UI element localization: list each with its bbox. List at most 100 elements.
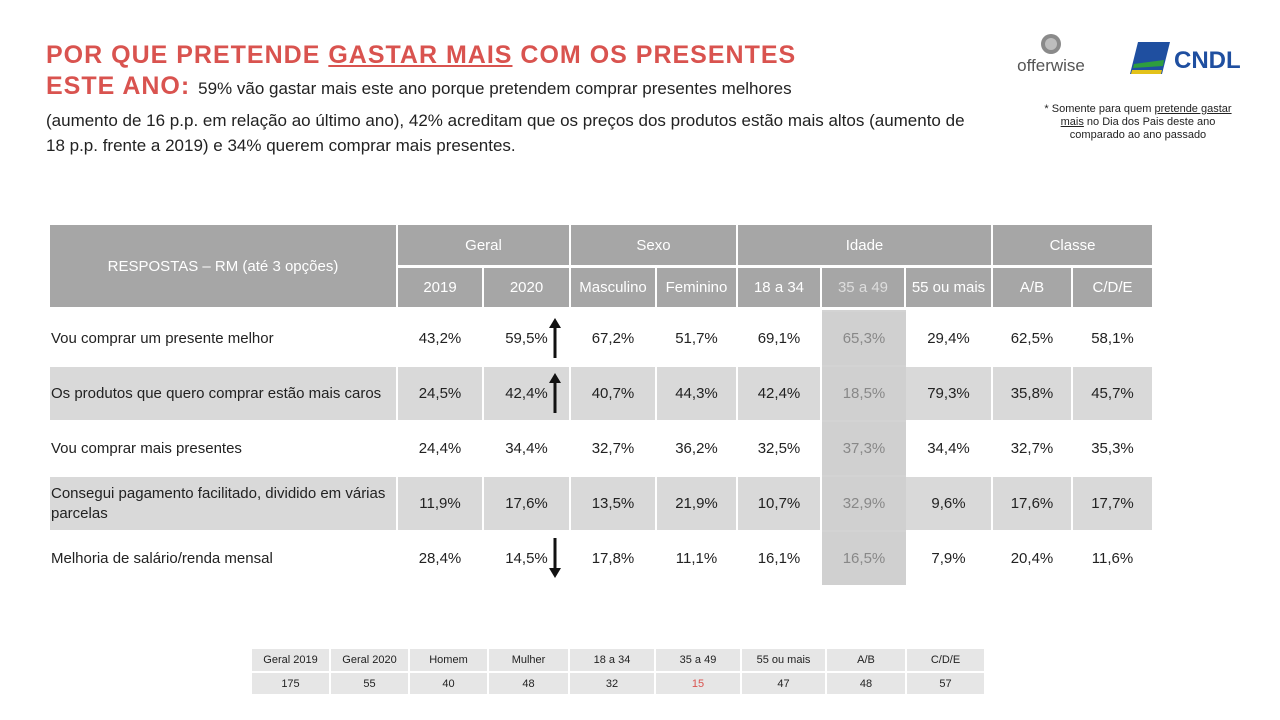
sample-value: 55 [331,673,408,694]
table-cell: 17,6% [993,477,1071,530]
table-cell: 69,1% [757,330,801,347]
row-label: Consegui pagamento facilitado, dividido … [51,484,386,522]
table-cell: 37,3% [822,422,906,475]
table-cell: 32,7% [591,440,635,457]
table-cell: 11,9% [398,477,482,530]
note-post: no Dia dos Pais deste ano comparado ao a… [1069,116,1216,141]
title-part1: POR QUE PRETENDE [46,41,329,69]
col-feminino: Feminino [657,268,736,307]
page-title: POR QUE PRETENDE GASTAR MAIS COM OS PRES… [46,40,796,70]
table-cell: 16,5% [822,532,906,585]
cndl-logo: CNDL [1128,40,1244,76]
row-label: Vou comprar mais presentes [51,439,242,457]
subtitle: 59% vão gastar mais este ano porque pret… [198,79,792,98]
table-cell: 44,3% [657,367,736,420]
title-part2: COM OS PRESENTES [512,41,797,69]
title-line2-text: ESTE ANO: [46,72,199,100]
title-underlined: GASTAR MAIS [328,41,513,69]
table-cell: 40,7% [571,367,655,420]
table-cell: 45,7% [1073,367,1152,420]
sample-value: 40 [410,673,487,694]
sample-label: 18 a 34 [570,649,654,671]
table-cell: 7,9% [931,550,966,567]
table-cell: 17,8% [591,550,635,567]
col-35-49: 35 a 49 [822,268,904,307]
summary-paragraph: (aumento de 16 p.p. em relação ao último… [46,111,965,155]
row-label: Melhoria de salário/renda mensal [51,549,273,567]
group-sexo: Sexo [571,225,736,265]
table-cell: 20,4% [1010,550,1054,567]
table-cell: 35,8% [993,367,1071,420]
table-cell: 13,5% [571,477,655,530]
table-cell: 32,5% [757,440,801,457]
table-cell: 42,4% [738,367,820,420]
col-2019: 2019 [398,268,482,307]
sample-label: 35 a 49 [656,649,740,671]
sample-value: 175 [252,673,329,694]
offerwise-logo: offerwise [996,33,1106,75]
table-cell: 43,2% [418,330,462,347]
table-cell: 29,4% [927,330,970,347]
row-label: Os produtos que quero comprar estão mais… [51,384,382,402]
table-cell: 35,3% [1091,440,1134,457]
note-underlined: pretende gastar mais [1060,103,1232,128]
table-cell: 11,1% [675,550,718,567]
table-cell: 58,1% [1091,330,1134,347]
sample-value: 15 [656,673,740,694]
table-cell: 32,9% [822,477,906,530]
sample-value: 48 [827,673,905,694]
table-cell: 34,4% [505,440,548,457]
sample-value: 47 [742,673,825,694]
col-2020: 2020 [484,268,569,307]
offerwise-logo-text: offerwise [1017,56,1085,75]
group-idade: Idade [738,225,991,265]
table-cell: 16,1% [757,550,801,567]
table-cell: 17,6% [484,477,569,530]
arrow-up-icon [549,318,561,358]
table-cell: 62,5% [1010,330,1054,347]
row-background [50,477,396,530]
sample-label: Geral 2020 [331,649,408,671]
sample-value: 48 [489,673,568,694]
table-cell: 79,3% [906,367,991,420]
col-cde: C/D/E [1073,268,1152,307]
col-ab: A/B [993,268,1071,307]
arrow-up-icon [549,373,561,413]
col-masculino: Masculino [571,268,655,307]
table-cell: 36,2% [675,440,718,457]
table-cell: 24,5% [398,367,482,420]
table-cell: 24,4% [418,440,462,457]
cndl-logo-text: CNDL [1174,47,1241,74]
sample-label: Geral 2019 [252,649,329,671]
table-cell: 34,4% [927,440,970,457]
arrow-down-icon [549,538,561,578]
sample-label: Mulher [489,649,568,671]
group-geral: Geral [398,225,569,265]
sample-value: 57 [907,673,984,694]
table-cell: 67,2% [591,330,635,347]
table-cell: 17,7% [1073,477,1152,530]
sample-label: A/B [827,649,905,671]
table-cell: 51,7% [675,330,718,347]
title-line2: ESTE ANO: 59% vão gastar mais este ano p… [46,71,792,105]
table-cell: 28,4% [418,550,462,567]
responses-header: RESPOSTAS – RM (até 3 opções) [50,225,396,307]
sample-label: C/D/E [907,649,984,671]
footnote: * Somente para quem pretende gastar mais… [1040,103,1236,142]
table-cell: 10,7% [738,477,820,530]
responses-label: RESPOSTAS – RM (até 3 opções) [107,257,339,275]
sample-label: Homem [410,649,487,671]
col-18-34: 18 a 34 [738,268,820,307]
table-cell: 65,3% [822,312,906,365]
row-label: Vou comprar um presente melhor [51,329,274,347]
group-classe: Classe [993,225,1152,265]
table-cell: 59,5% [505,330,548,347]
note-pre: * Somente para quem [1044,103,1155,115]
sample-label: 55 ou mais [742,649,825,671]
table-cell: 9,6% [906,477,991,530]
col-55-mais: 55 ou mais [906,268,991,307]
table-cell: 21,9% [657,477,736,530]
table-cell: 11,6% [1091,550,1134,567]
table-cell: 14,5% [505,550,548,567]
table-cell: 32,7% [1010,440,1054,457]
